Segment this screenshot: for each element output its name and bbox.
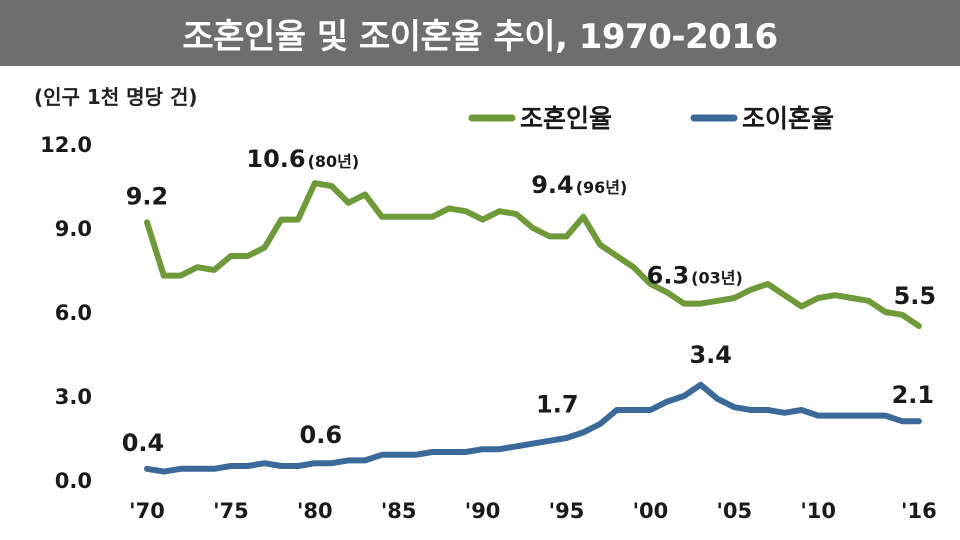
x-axis-ticks: '70 '75 '80 '85 '90 '95 '00 '05 '10 '16 (129, 499, 937, 523)
y-tick-label: 9.0 (55, 217, 92, 241)
series-line-divorce (144, 381, 922, 475)
x-tick-label: '90 (465, 499, 501, 523)
series-line-marriage (144, 180, 922, 329)
data-label: 3.4 (689, 341, 732, 369)
data-label: 1.7 (536, 390, 579, 418)
y-tick-label: 6.0 (55, 301, 92, 325)
x-tick-label: '00 (633, 499, 669, 523)
data-label: 9.4 (96년) (531, 171, 627, 199)
x-tick-label: '10 (800, 499, 836, 523)
x-tick-label: '16 (901, 499, 937, 523)
legend-label-divorce: 조이혼율 (742, 104, 834, 133)
x-tick-label: '85 (381, 499, 417, 523)
data-annotations: 9.2 10.6 (80년) 9.4 (96년) 6.3 (03년) 5.5 0.4 0.6 1.7… (122, 145, 936, 457)
data-label: 9.2 (126, 182, 169, 210)
y-axis-ticks: 0.0 3.0 6.0 9.0 12.0 (40, 133, 92, 493)
x-tick-label: '05 (716, 499, 752, 523)
x-tick-label: '75 (213, 499, 249, 523)
y-tick-label: 12.0 (40, 133, 92, 157)
x-tick-label: '80 (297, 499, 333, 523)
y-tick-label: 3.0 (55, 385, 92, 409)
legend: 조혼인율 조이혼율 (468, 104, 834, 133)
data-label: 0.4 (122, 429, 165, 457)
line-chart: (인구 1천 명당 건) 조혼인율 조이혼율 0.03.06.09.012.0 … (34, 85, 937, 523)
data-label: 5.5 (894, 282, 937, 310)
chart-title: 조혼인율 및 조이혼율 추이, 1970-2016 (0, 0, 960, 66)
data-label: 6.3 (03년) (647, 262, 743, 290)
x-tick-label: '95 (549, 499, 585, 523)
x-tick-label: '70 (129, 499, 165, 523)
series-lines (144, 180, 922, 475)
data-label: 2.1 (892, 381, 935, 409)
legend-label-marriage: 조혼인율 (520, 104, 612, 133)
unit-label: (인구 1천 명당 건) (34, 85, 198, 109)
data-label: 10.6 (80년) (246, 145, 359, 173)
y-tick-label: 0.0 (55, 469, 92, 493)
data-label: 0.6 (300, 421, 343, 449)
